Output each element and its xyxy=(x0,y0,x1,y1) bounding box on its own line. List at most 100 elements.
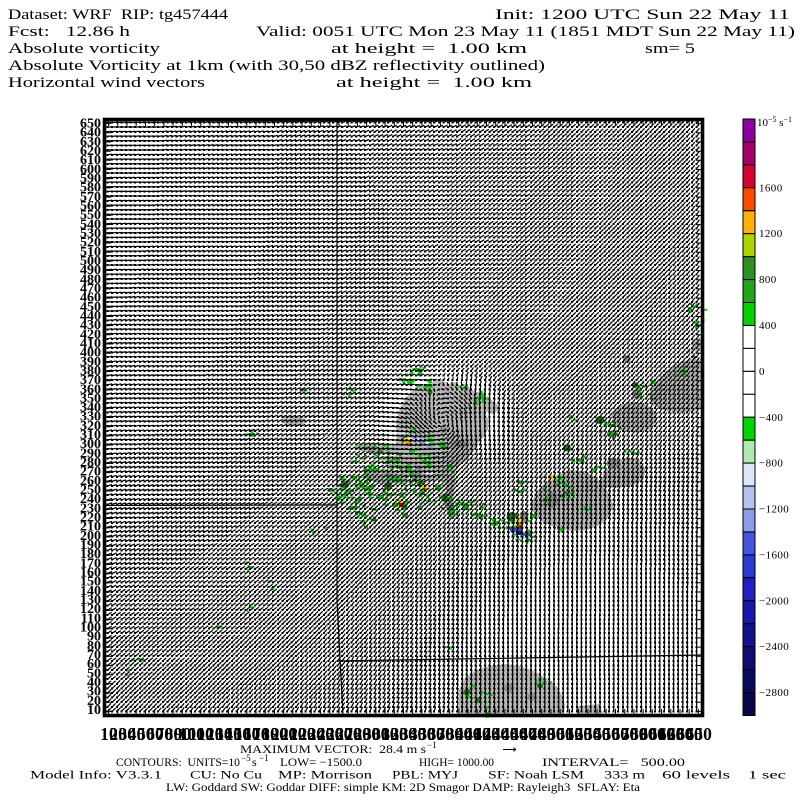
svg-text:140: 140 xyxy=(216,724,243,744)
svg-text:340: 340 xyxy=(400,724,427,744)
svg-text:1600: 1600 xyxy=(759,182,783,194)
svg-text:240: 240 xyxy=(308,724,335,744)
svg-text:INTERVAL= 500.00: INTERVAL= 500.00 xyxy=(542,755,685,769)
svg-text:400: 400 xyxy=(80,346,101,361)
svg-text:−1: −1 xyxy=(259,753,269,763)
svg-text:530: 530 xyxy=(80,227,101,242)
svg-text:220: 220 xyxy=(289,724,316,744)
svg-text:420: 420 xyxy=(80,327,101,342)
svg-text:280: 280 xyxy=(345,724,372,744)
svg-text:600: 600 xyxy=(639,724,666,744)
svg-text:170: 170 xyxy=(80,556,101,571)
svg-text:HIGH= 1000.00: HIGH= 1000.00 xyxy=(419,755,494,769)
svg-text:250: 250 xyxy=(80,483,101,498)
svg-text:560: 560 xyxy=(80,199,101,214)
svg-text:90: 90 xyxy=(87,630,101,645)
svg-text:at height = 1.00 km: at height = 1.00 km xyxy=(331,41,528,57)
svg-text:440: 440 xyxy=(80,309,101,324)
svg-text:CU: No Cu: CU: No Cu xyxy=(190,768,262,782)
svg-text:280: 280 xyxy=(80,456,101,471)
svg-text:150: 150 xyxy=(80,575,101,590)
svg-text:s: s xyxy=(252,755,257,769)
svg-text:30: 30 xyxy=(119,724,137,744)
svg-text:480: 480 xyxy=(529,724,556,744)
svg-text:190: 190 xyxy=(80,538,101,553)
svg-text:650: 650 xyxy=(80,117,101,132)
svg-text:490: 490 xyxy=(80,263,101,278)
svg-text:620: 620 xyxy=(658,724,685,744)
svg-text:620: 620 xyxy=(80,144,101,159)
svg-text:60: 60 xyxy=(146,724,164,744)
svg-text:580: 580 xyxy=(80,181,101,196)
svg-text:MP: Morrison: MP: Morrison xyxy=(278,768,372,782)
svg-text:140: 140 xyxy=(80,584,101,599)
svg-text:340: 340 xyxy=(80,401,101,416)
svg-text:630: 630 xyxy=(80,135,101,150)
svg-text:240: 240 xyxy=(80,492,101,507)
svg-text:430: 430 xyxy=(80,318,101,333)
svg-text:460: 460 xyxy=(510,724,537,744)
svg-text:110: 110 xyxy=(188,724,214,744)
svg-text:160: 160 xyxy=(80,566,101,581)
svg-text:SF: Noah LSM: SF: Noah LSM xyxy=(488,768,584,782)
svg-text:290: 290 xyxy=(80,446,101,461)
svg-text:210: 210 xyxy=(80,520,101,535)
svg-text:370: 370 xyxy=(428,724,455,744)
svg-text:70: 70 xyxy=(87,648,101,663)
svg-text:Horizontal wind vectors: Horizontal wind vectors xyxy=(8,75,205,91)
svg-text:510: 510 xyxy=(557,724,584,744)
svg-text:450: 450 xyxy=(80,300,101,315)
svg-text:40: 40 xyxy=(128,724,146,744)
svg-text:650: 650 xyxy=(686,724,713,744)
svg-text:−400: −400 xyxy=(759,412,783,424)
svg-text:0: 0 xyxy=(759,366,765,378)
svg-text:333 m: 333 m xyxy=(604,768,646,782)
svg-text:190: 190 xyxy=(262,724,289,744)
svg-text:180: 180 xyxy=(80,547,101,562)
svg-text:30: 30 xyxy=(87,685,101,700)
svg-text:390: 390 xyxy=(446,724,473,744)
svg-text:Dataset: WRF RIP: tg457444: Dataset: WRF RIP: tg457444 xyxy=(8,7,229,23)
svg-text:330: 330 xyxy=(80,410,101,425)
svg-text:580: 580 xyxy=(621,724,648,744)
svg-text:500: 500 xyxy=(547,724,574,744)
svg-text:PBL: MYJ: PBL: MYJ xyxy=(392,768,458,782)
svg-text:MAXIMUM VECTOR: 28.4 m s: MAXIMUM VECTOR: 28.4 m s xyxy=(240,742,426,756)
svg-text:360: 360 xyxy=(418,724,445,744)
svg-text:640: 640 xyxy=(676,724,703,744)
svg-text:1 sec: 1 sec xyxy=(748,768,786,782)
svg-text:60: 60 xyxy=(87,657,101,672)
svg-text:530: 530 xyxy=(575,724,602,744)
svg-text:400: 400 xyxy=(759,320,777,332)
svg-text:−2800: −2800 xyxy=(759,687,789,699)
svg-text:320: 320 xyxy=(80,419,101,434)
svg-text:470: 470 xyxy=(520,724,547,744)
svg-text:300: 300 xyxy=(363,724,390,744)
svg-text:560: 560 xyxy=(603,724,630,744)
svg-text:310: 310 xyxy=(80,428,101,443)
svg-text:180: 180 xyxy=(252,724,279,744)
svg-text:−1: −1 xyxy=(427,740,437,750)
svg-text:490: 490 xyxy=(538,724,565,744)
svg-text:90: 90 xyxy=(174,724,192,744)
svg-text:510: 510 xyxy=(80,245,101,260)
svg-text:200: 200 xyxy=(271,724,298,744)
svg-text:410: 410 xyxy=(80,336,101,351)
svg-text:540: 540 xyxy=(80,217,101,232)
svg-text:390: 390 xyxy=(80,355,101,370)
svg-text:470: 470 xyxy=(80,282,101,297)
svg-text:210: 210 xyxy=(280,724,307,744)
svg-text:640: 640 xyxy=(80,126,101,141)
svg-text:200: 200 xyxy=(80,529,101,544)
svg-text:480: 480 xyxy=(80,272,101,287)
svg-text:50: 50 xyxy=(87,666,101,681)
svg-text:−2000: −2000 xyxy=(759,595,789,607)
svg-text:550: 550 xyxy=(80,208,101,223)
svg-text:80: 80 xyxy=(87,639,101,654)
svg-text:400: 400 xyxy=(455,724,482,744)
svg-text:Init: 1200 UTC Sun 22 May 11: Init: 1200 UTC Sun 22 May 11 xyxy=(495,7,790,23)
svg-text:520: 520 xyxy=(80,236,101,251)
svg-text:800: 800 xyxy=(759,274,777,286)
svg-text:10: 10 xyxy=(100,724,118,744)
svg-text:110: 110 xyxy=(81,611,101,626)
